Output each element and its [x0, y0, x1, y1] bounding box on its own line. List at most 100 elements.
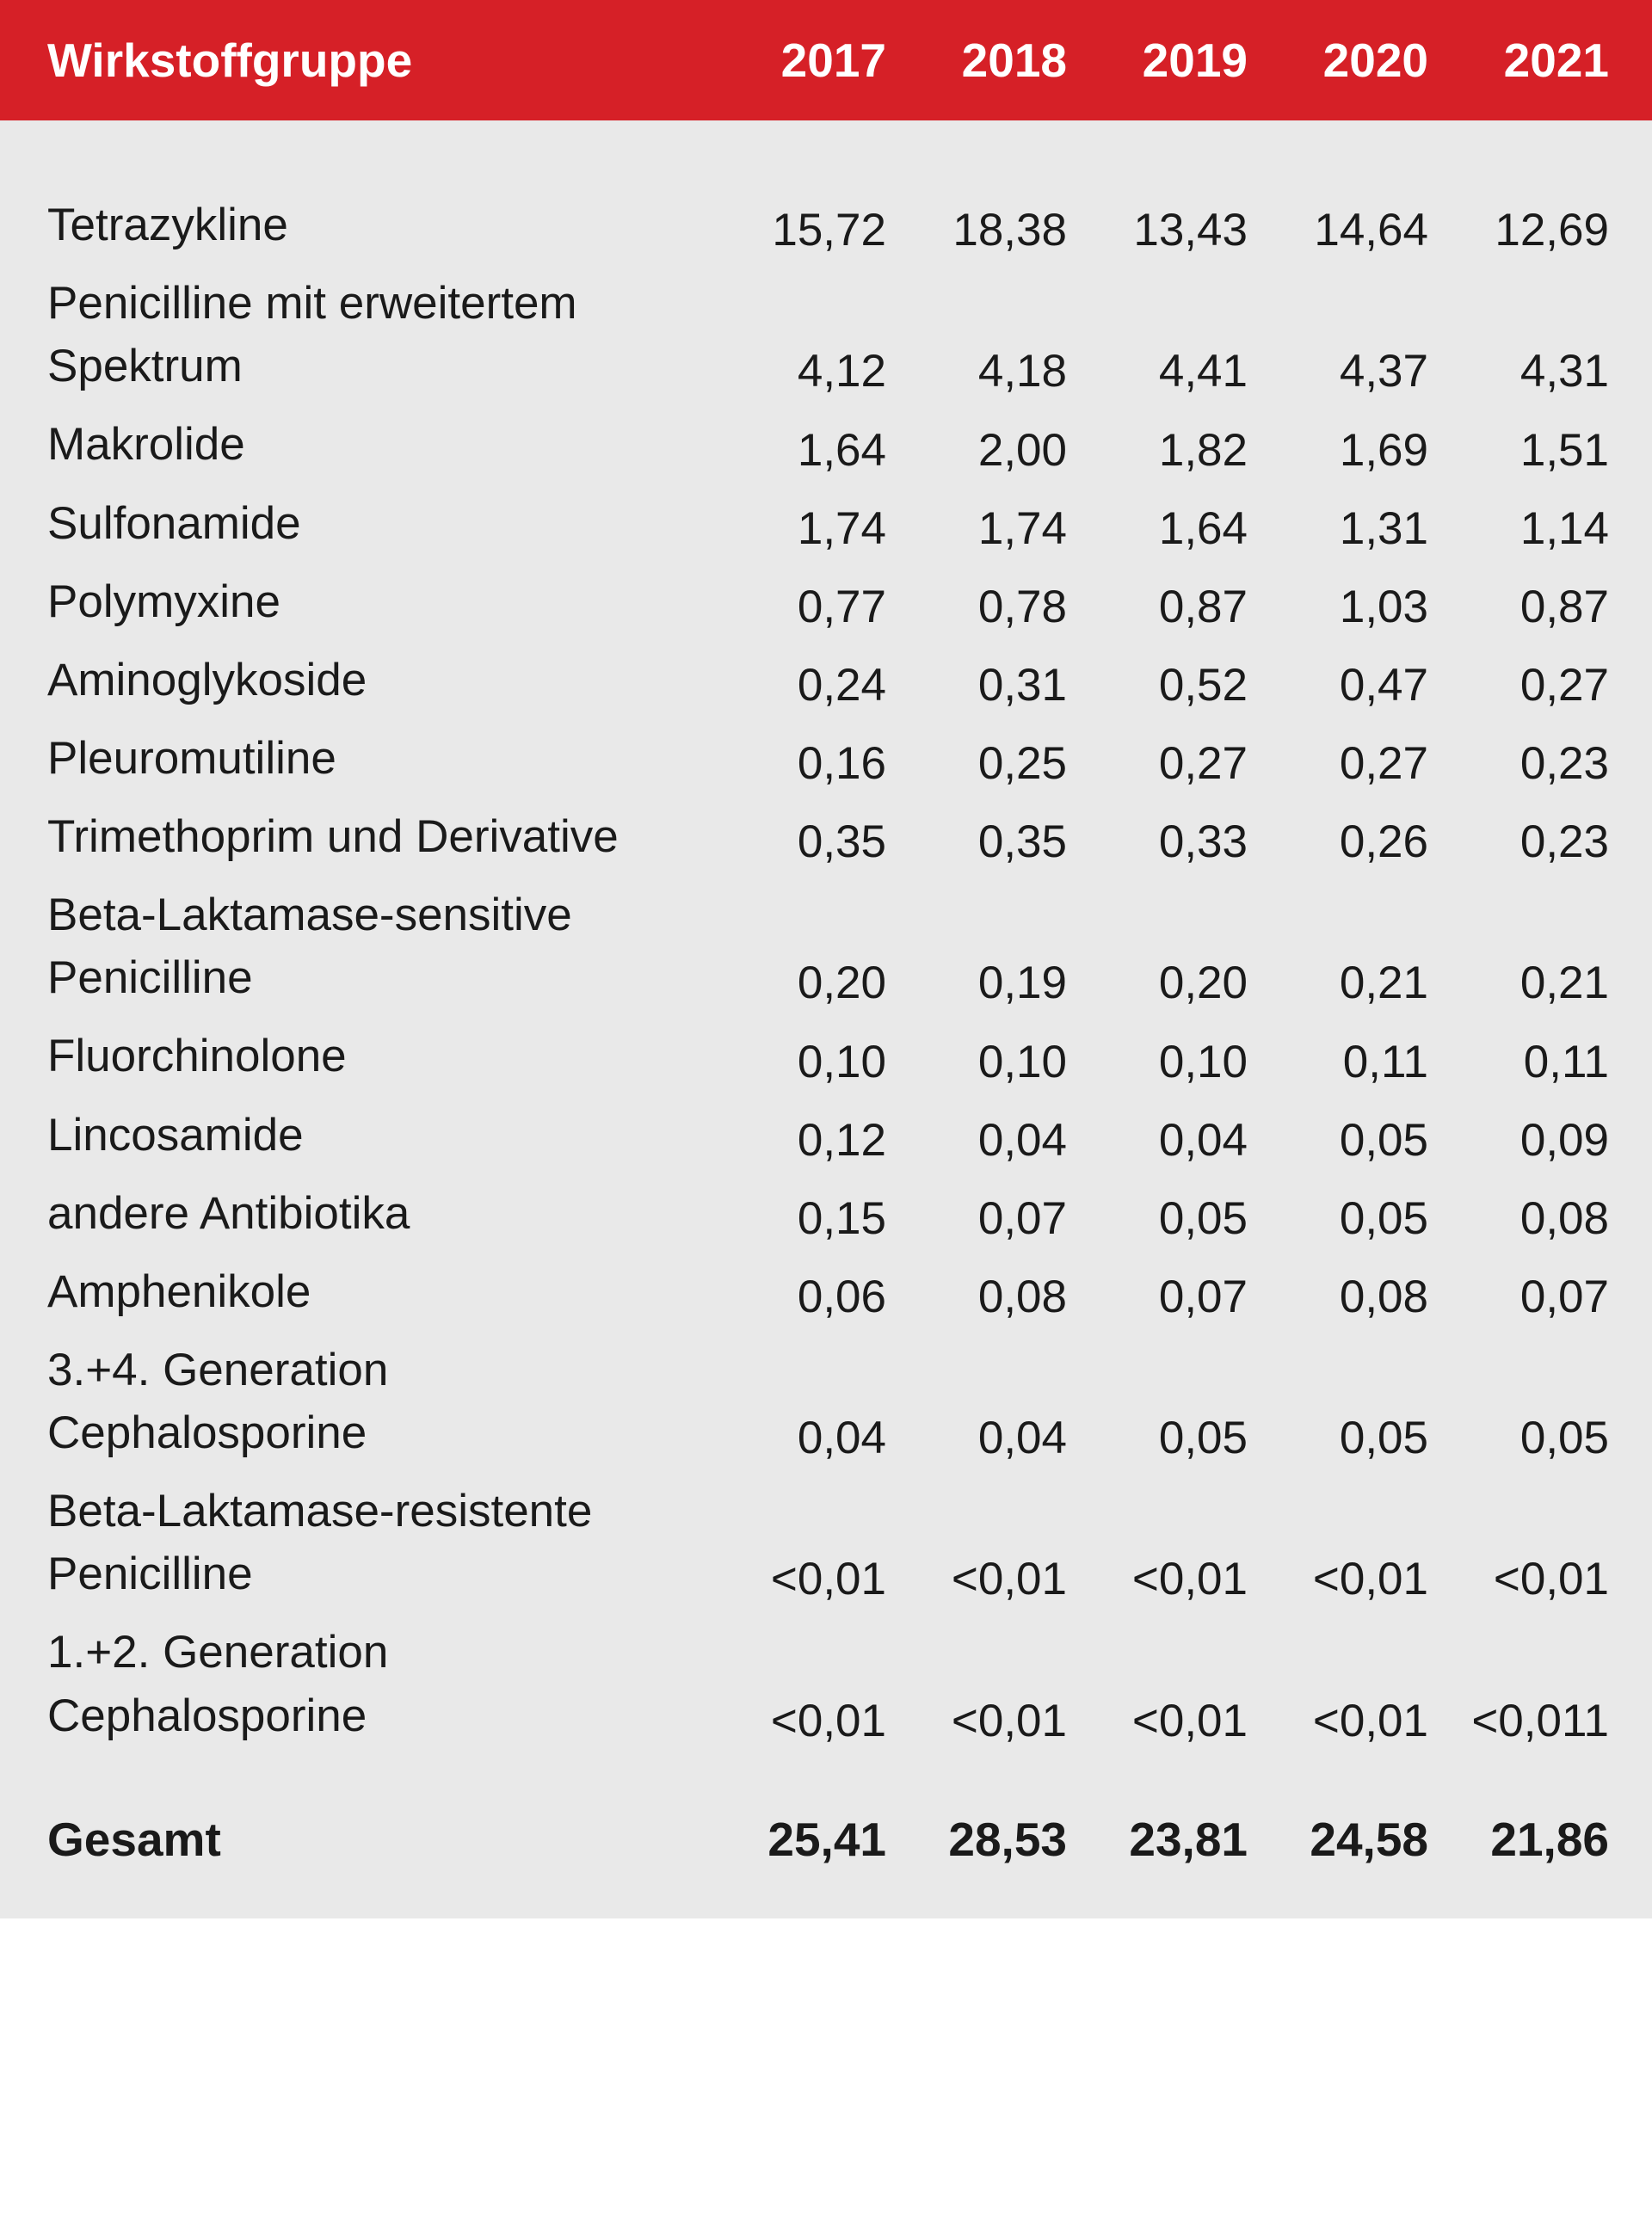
header-year-0: 2017	[706, 33, 886, 88]
row-value: 4,18	[886, 345, 1067, 397]
row-value: 0,20	[706, 957, 886, 1009]
row-value: 15,72	[706, 204, 886, 256]
row-value: 0,24	[706, 659, 886, 711]
row-value: 0,16	[706, 737, 886, 790]
table-row: Penicilline mit erweitertem Spektrum 4,1…	[47, 272, 1609, 397]
row-label: Aminoglykoside	[47, 649, 706, 711]
header-year-3: 2020	[1248, 33, 1428, 88]
row-label: Amphenikole	[47, 1260, 706, 1323]
table-row: Tetrazykline 15,72 18,38 13,43 14,64 12,…	[47, 194, 1609, 256]
row-value: 1,03	[1248, 581, 1428, 633]
row-value: 0,26	[1248, 816, 1428, 868]
row-value: 4,41	[1067, 345, 1248, 397]
row-value: 0,07	[1067, 1271, 1248, 1323]
row-value: 1,64	[1067, 502, 1248, 555]
row-value: 0,11	[1428, 1036, 1609, 1088]
row-value: 0,09	[1428, 1114, 1609, 1167]
row-label: Beta-Laktamase-sensitive Penicilline	[47, 884, 706, 1009]
table-total-row: Gesamt 25,41 28,53 23,81 24,58 21,86	[47, 1812, 1609, 1867]
row-value: 0,08	[1428, 1192, 1609, 1245]
row-label: Trimethoprim und Derivative	[47, 805, 706, 868]
table-row: Beta-Laktamase-resistente Penicilline <0…	[47, 1480, 1609, 1605]
row-value: 0,27	[1067, 737, 1248, 790]
row-value: 0,05	[1067, 1412, 1248, 1464]
row-value: 0,77	[706, 581, 886, 633]
table-body: Tetrazykline 15,72 18,38 13,43 14,64 12,…	[0, 120, 1652, 1918]
row-label: andere Antibiotika	[47, 1182, 706, 1245]
header-year-4: 2021	[1428, 33, 1609, 88]
table-row: Fluorchinolone 0,10 0,10 0,10 0,11 0,11	[47, 1025, 1609, 1087]
row-value: 1,14	[1428, 502, 1609, 555]
row-value: 0,10	[886, 1036, 1067, 1088]
table-row: Lincosamide 0,12 0,04 0,04 0,05 0,09	[47, 1104, 1609, 1167]
row-value: 1,74	[886, 502, 1067, 555]
row-label: 1.+2. Generation Cephalosporine	[47, 1621, 706, 1746]
header-label: Wirkstoffgruppe	[47, 33, 706, 88]
table-row: Amphenikole 0,06 0,08 0,07 0,08 0,07	[47, 1260, 1609, 1323]
row-value: 0,23	[1428, 737, 1609, 790]
row-value: 0,05	[1248, 1412, 1428, 1464]
total-value: 28,53	[886, 1812, 1067, 1867]
row-value: 0,04	[706, 1412, 886, 1464]
row-label: Beta-Laktamase-resistente Penicilline	[47, 1480, 706, 1605]
row-value: 0,27	[1248, 737, 1428, 790]
row-value: 1,69	[1248, 424, 1428, 477]
row-value: 18,38	[886, 204, 1067, 256]
table-row: Sulfonamide 1,74 1,74 1,64 1,31 1,14	[47, 492, 1609, 555]
row-value: 12,69	[1428, 204, 1609, 256]
row-value: 0,05	[1428, 1412, 1609, 1464]
total-label: Gesamt	[47, 1812, 706, 1867]
row-value: 0,27	[1428, 659, 1609, 711]
row-value: <0,01	[1067, 1695, 1248, 1747]
row-label: 3.+4. Generation Cephalosporine	[47, 1339, 706, 1464]
row-label: Sulfonamide	[47, 492, 706, 555]
row-value: 0,21	[1428, 957, 1609, 1009]
total-value: 24,58	[1248, 1812, 1428, 1867]
row-label: Penicilline mit erweitertem Spektrum	[47, 272, 706, 397]
row-value: 4,37	[1248, 345, 1428, 397]
row-value: 4,12	[706, 345, 886, 397]
row-value: 0,10	[706, 1036, 886, 1088]
row-value: 0,04	[886, 1114, 1067, 1167]
row-value: 0,19	[886, 957, 1067, 1009]
row-value: 0,31	[886, 659, 1067, 711]
header-year-2: 2019	[1067, 33, 1248, 88]
table-row: Trimethoprim und Derivative 0,35 0,35 0,…	[47, 805, 1609, 868]
row-value: 1,51	[1428, 424, 1609, 477]
row-value: <0,01	[1428, 1553, 1609, 1605]
row-value: 0,04	[1067, 1114, 1248, 1167]
row-value: 0,35	[706, 816, 886, 868]
row-value: <0,01	[1248, 1553, 1428, 1605]
row-value: 0,08	[886, 1271, 1067, 1323]
row-label: Lincosamide	[47, 1104, 706, 1167]
row-value: <0,011	[1428, 1695, 1609, 1747]
row-value: 0,05	[1248, 1114, 1428, 1167]
row-value: 0,05	[1067, 1192, 1248, 1245]
row-value: 0,87	[1428, 581, 1609, 633]
row-value: <0,01	[706, 1553, 886, 1605]
row-value: 0,07	[1428, 1271, 1609, 1323]
row-value: <0,01	[706, 1695, 886, 1747]
row-value: 0,15	[706, 1192, 886, 1245]
table-row: Polymyxine 0,77 0,78 0,87 1,03 0,87	[47, 570, 1609, 633]
row-value: 0,04	[886, 1412, 1067, 1464]
row-value: 2,00	[886, 424, 1067, 477]
row-value: 0,05	[1248, 1192, 1428, 1245]
table-row: Aminoglykoside 0,24 0,31 0,52 0,47 0,27	[47, 649, 1609, 711]
row-value: 0,06	[706, 1271, 886, 1323]
row-label: Tetrazykline	[47, 194, 706, 256]
row-value: 0,07	[886, 1192, 1067, 1245]
row-value: 0,20	[1067, 957, 1248, 1009]
table-header-row: Wirkstoffgruppe 2017 2018 2019 2020 2021	[0, 0, 1652, 120]
row-value: 4,31	[1428, 345, 1609, 397]
table-row: andere Antibiotika 0,15 0,07 0,05 0,05 0…	[47, 1182, 1609, 1245]
row-value: 13,43	[1067, 204, 1248, 256]
row-value: 0,87	[1067, 581, 1248, 633]
row-value: 1,31	[1248, 502, 1428, 555]
row-value: 0,47	[1248, 659, 1428, 711]
row-label: Pleuromutiline	[47, 727, 706, 790]
table-row: Beta-Laktamase-sensitive Penicilline 0,2…	[47, 884, 1609, 1009]
row-value: <0,01	[886, 1695, 1067, 1747]
row-value: <0,01	[1067, 1553, 1248, 1605]
row-value: 14,64	[1248, 204, 1428, 256]
